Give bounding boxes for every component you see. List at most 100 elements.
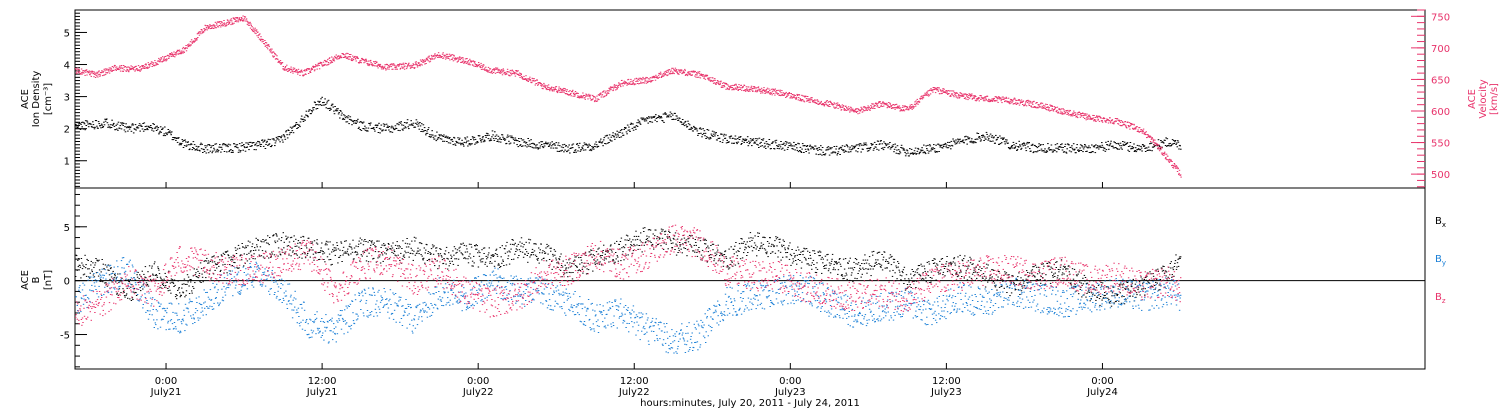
velocity-point [136, 66, 137, 67]
velocity-point [685, 70, 686, 71]
velocity-point [638, 79, 639, 80]
density-point [244, 146, 246, 147]
density-point [868, 150, 870, 151]
velocity-point [735, 88, 736, 89]
density-point [474, 137, 476, 138]
density-point [273, 140, 275, 141]
velocity-point [329, 60, 330, 61]
bx-point [95, 262, 96, 263]
density-point [670, 112, 672, 113]
density-point [490, 138, 492, 139]
velocity-point [419, 64, 420, 65]
velocity-point [430, 61, 431, 62]
velocity-point [1086, 119, 1087, 120]
velocity-point [698, 72, 699, 73]
density-point [749, 143, 751, 144]
density-point [769, 144, 771, 145]
velocity-point [265, 46, 266, 47]
velocity-point [1068, 111, 1069, 112]
velocity-point [357, 57, 358, 58]
density-point [844, 146, 846, 147]
velocity-point [234, 19, 235, 20]
velocity-point [128, 71, 129, 72]
velocity-point [386, 69, 387, 70]
velocity-point [234, 18, 235, 19]
velocity-point [164, 60, 165, 61]
density-point [776, 140, 778, 141]
density-point [168, 129, 170, 130]
density-point [932, 149, 934, 150]
velocity-point [181, 51, 182, 52]
density-point [328, 100, 330, 101]
velocity-point [1016, 100, 1017, 101]
density-point [293, 132, 295, 133]
b-axis-tick-label: 5 [64, 223, 70, 234]
density-point [769, 139, 771, 140]
velocity-point [985, 97, 986, 98]
velocity-point [733, 88, 734, 89]
density-point [995, 135, 997, 136]
density-point [527, 138, 529, 139]
density-point [163, 135, 165, 136]
velocity-point [1015, 102, 1016, 103]
density-point [765, 148, 767, 149]
velocity-point [867, 105, 868, 106]
density-point [1162, 141, 1164, 142]
density-point [124, 130, 126, 131]
velocity-point [1017, 103, 1018, 104]
b-axis-tick-label: 0 [64, 277, 70, 288]
density-point [486, 135, 488, 136]
density-point [1064, 146, 1066, 147]
density-point [561, 147, 563, 148]
velocity-point [1061, 112, 1062, 113]
density-point [1093, 146, 1095, 147]
velocity-point [220, 26, 221, 27]
velocity-point [714, 82, 715, 83]
bx-point [90, 273, 91, 274]
density-point [767, 143, 769, 144]
density-point [1003, 137, 1005, 138]
velocity-point [666, 71, 667, 72]
velocity-point [305, 74, 306, 75]
density-point [764, 146, 766, 147]
velocity-point [846, 110, 847, 111]
density-point [1174, 141, 1176, 142]
density-point [282, 142, 284, 143]
velocity-point [1013, 99, 1014, 100]
velocity-point [578, 96, 579, 97]
velocity-point [354, 56, 355, 57]
velocity-point [610, 86, 611, 87]
velocity-point [646, 81, 647, 82]
velocity-point [954, 94, 955, 95]
velocity-axis-tick-label: 650 [1431, 75, 1450, 86]
density-point [1127, 150, 1129, 151]
density-point [549, 145, 551, 146]
density-point [746, 139, 748, 140]
velocity-point [615, 89, 616, 90]
bx-point [108, 270, 109, 271]
velocity-point [1049, 107, 1050, 108]
density-point [480, 140, 482, 141]
velocity-point [749, 91, 750, 92]
density-point [304, 117, 306, 118]
bx-point [90, 265, 91, 266]
velocity-point [193, 41, 194, 42]
velocity-point [86, 69, 87, 70]
density-point [803, 152, 805, 153]
velocity-point [496, 72, 497, 73]
velocity-point [306, 70, 307, 71]
velocity-point [721, 87, 722, 88]
velocity-point [172, 54, 173, 55]
bx-point [81, 263, 82, 264]
velocity-point [722, 85, 723, 86]
density-point [416, 119, 418, 120]
velocity-point [479, 64, 480, 65]
density-point [467, 137, 469, 138]
velocity-point [809, 98, 810, 99]
density-point [498, 136, 500, 137]
velocity-point [695, 77, 696, 78]
velocity-point [572, 91, 573, 92]
density-point [98, 123, 100, 124]
density-point [155, 128, 157, 129]
velocity-point [403, 63, 404, 64]
